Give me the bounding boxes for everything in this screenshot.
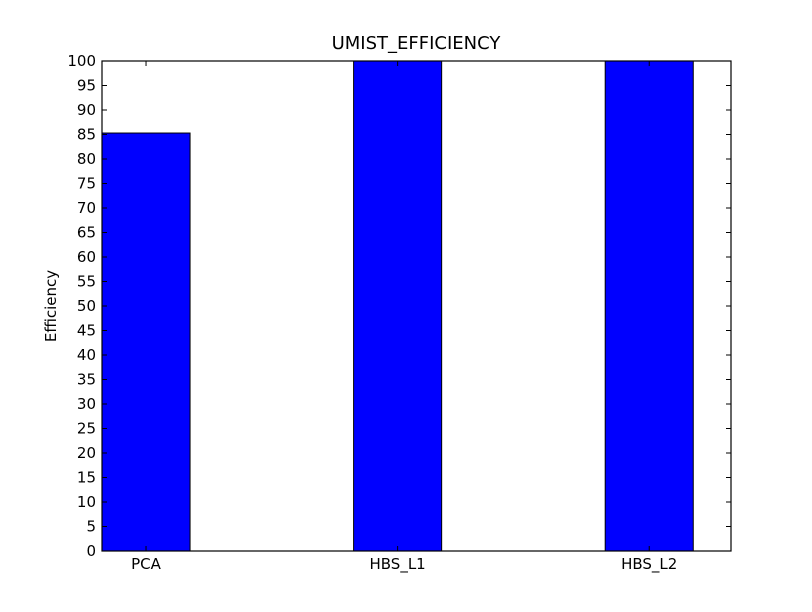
y-tick-label: 40 (77, 346, 96, 364)
y-tick-label: 100 (67, 52, 96, 70)
y-tick-label: 35 (77, 371, 96, 389)
y-tick-label: 80 (77, 150, 96, 168)
bar-pca (101, 132, 191, 552)
y-tick-label: 60 (77, 248, 96, 266)
x-tick-label: HBS_L1 (370, 555, 426, 574)
x-axis-ticks: PCA HBS_L1 HBS_L2 (131, 61, 677, 574)
y-tick-label: 10 (77, 493, 96, 511)
bar-hbs-l1 (353, 60, 443, 552)
bar-hbs-l2 (604, 60, 694, 552)
y-tick-label: 45 (77, 322, 96, 340)
y-tick-label: 0 (86, 542, 96, 560)
y-axis-ticks: 0 5 10 15 20 25 30 35 40 45 50 55 60 65 70 75 80 85 90 95 10… (67, 52, 731, 560)
y-tick-label: 25 (77, 420, 96, 438)
y-tick-label: 75 (77, 175, 96, 193)
y-tick-label: 90 (77, 101, 96, 119)
y-axis-label: Efficiency (42, 270, 60, 342)
x-tick-label: HBS_L2 (621, 555, 677, 574)
y-tick-label: 95 (77, 77, 96, 95)
x-tick-label: PCA (131, 555, 162, 573)
plot-frame (101, 60, 732, 552)
y-tick-label: 55 (77, 273, 96, 291)
y-tick-label: 20 (77, 444, 96, 462)
chart-title: UMIST_EFFICIENCY (332, 33, 502, 54)
y-tick-label: 30 (77, 395, 96, 413)
y-tick-label: 65 (77, 224, 96, 242)
bars-group (101, 60, 694, 552)
y-tick-label: 5 (86, 518, 96, 536)
y-tick-label: 50 (77, 297, 96, 315)
y-tick-label: 85 (77, 126, 96, 144)
y-tick-label: 15 (77, 469, 96, 487)
y-tick-label: 70 (77, 199, 96, 217)
